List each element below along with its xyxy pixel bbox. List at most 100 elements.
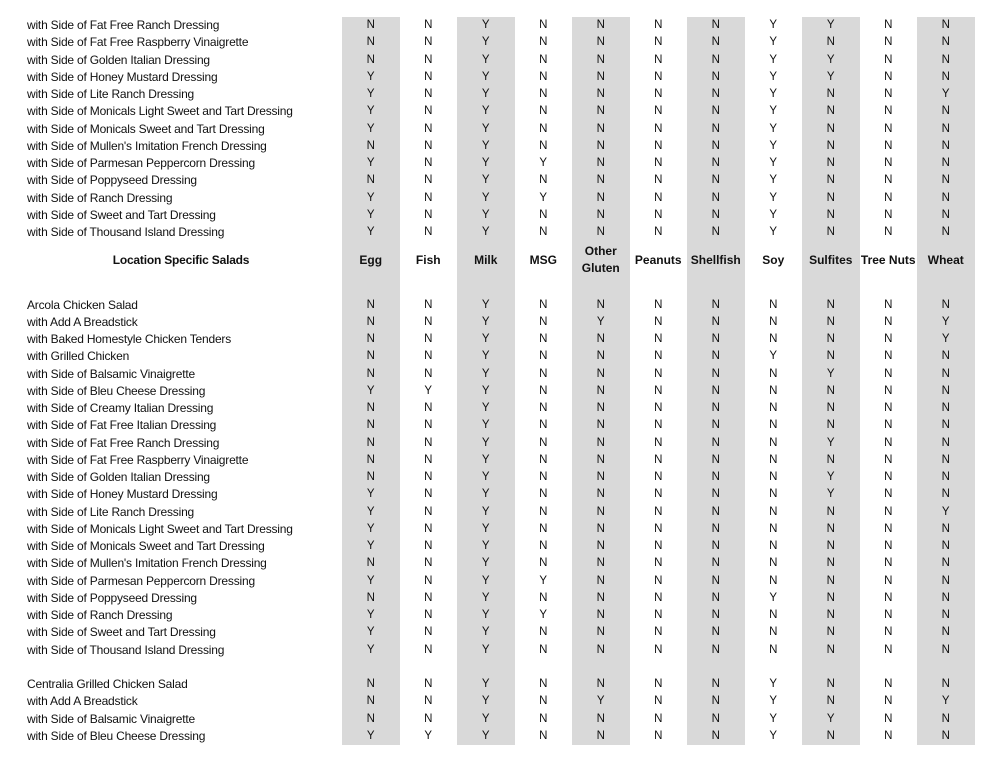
allergen-value: Y bbox=[457, 451, 515, 469]
item-name: with Side of Sweet and Tart Dressing bbox=[27, 625, 216, 640]
allergen-value: Y bbox=[457, 641, 515, 659]
allergen-value: Y bbox=[342, 120, 400, 138]
allergen-value: N bbox=[539, 53, 548, 66]
allergen-value: N bbox=[917, 520, 975, 538]
allergen-value: N bbox=[654, 70, 663, 83]
allergen-value: N bbox=[687, 206, 745, 224]
blank-cell bbox=[802, 279, 860, 297]
allergen-value: N bbox=[884, 333, 893, 345]
blank-cell bbox=[457, 279, 515, 297]
allergen-value: N bbox=[654, 298, 663, 311]
blank-cell bbox=[457, 658, 515, 676]
allergen-value: N bbox=[802, 86, 860, 104]
allergen-value: Y bbox=[457, 382, 515, 400]
allergen-value: N bbox=[802, 503, 860, 521]
allergen-value: N bbox=[654, 19, 663, 31]
allergen-value: N bbox=[769, 367, 778, 380]
allergen-value: Y bbox=[342, 538, 400, 556]
allergen-value: N bbox=[687, 103, 745, 121]
allergen-value: N bbox=[342, 296, 400, 314]
allergen-value: Y bbox=[802, 17, 860, 35]
column-header: Peanuts bbox=[634, 252, 682, 267]
table-row: with Side of Balsamic Vinaigrette N N Y N N N N… bbox=[20, 365, 975, 383]
allergen-value: N bbox=[572, 641, 630, 659]
allergen-value: N bbox=[687, 641, 745, 659]
allergen-value: N bbox=[884, 488, 893, 501]
allergen-value: N bbox=[884, 350, 893, 363]
allergen-value: N bbox=[572, 572, 630, 590]
allergen-value: N bbox=[342, 693, 400, 711]
allergen-value: N bbox=[572, 417, 630, 435]
allergen-value: N bbox=[654, 139, 663, 152]
allergen-value: Y bbox=[457, 224, 515, 242]
allergen-value: N bbox=[424, 191, 433, 204]
item-name: with Side of Fat Free Raspberry Vinaigre… bbox=[27, 452, 249, 467]
allergen-value: N bbox=[654, 174, 663, 187]
allergen-value: Y bbox=[802, 51, 860, 69]
allergen-value: N bbox=[342, 417, 400, 435]
allergen-value: Y bbox=[769, 53, 778, 66]
allergen-value: N bbox=[539, 139, 548, 152]
allergen-value: N bbox=[802, 206, 860, 224]
item-name: with Side of Creamy Italian Dressing bbox=[27, 401, 214, 415]
allergen-value: Y bbox=[769, 105, 778, 118]
allergen-value: N bbox=[539, 436, 548, 449]
column-header: Wheat bbox=[917, 241, 975, 280]
allergen-value: Y bbox=[342, 189, 400, 207]
blank-cell bbox=[515, 279, 573, 296]
allergen-value: Y bbox=[457, 400, 515, 418]
allergen-value: N bbox=[917, 607, 975, 625]
allergen-value: N bbox=[769, 643, 778, 656]
allergen-value: N bbox=[572, 382, 630, 400]
allergen-table: with Side of Fat Free Ranch Dressing N N Y N… bbox=[20, 17, 975, 745]
allergen-value: Y bbox=[802, 434, 860, 452]
item-name: with Side of Fat Free Ranch Dressing bbox=[27, 18, 220, 32]
allergen-value: Y bbox=[769, 191, 778, 204]
allergen-value: N bbox=[687, 589, 745, 607]
allergen-value: N bbox=[654, 540, 663, 552]
allergen-value: N bbox=[424, 678, 433, 690]
allergen-value: N bbox=[539, 367, 548, 380]
allergen-value: N bbox=[539, 36, 548, 49]
allergen-value: N bbox=[802, 103, 860, 121]
blank-cell bbox=[860, 659, 918, 676]
allergen-value: N bbox=[687, 607, 745, 625]
item-name: with Side of Monicals Sweet and Tart Dre… bbox=[27, 539, 265, 553]
allergen-value: N bbox=[687, 486, 745, 504]
allergen-value: N bbox=[802, 120, 860, 138]
allergen-value: N bbox=[654, 36, 663, 49]
column-header: Other Gluten bbox=[572, 241, 630, 280]
allergen-value: Y bbox=[457, 313, 515, 331]
allergen-value: N bbox=[687, 469, 745, 487]
allergen-value: Y bbox=[457, 727, 515, 745]
table-row: Centralia Grilled Chicken Salad N N Y N N N N Y N… bbox=[20, 676, 975, 694]
item-name: with Side of Honey Mustard Dressing bbox=[27, 487, 218, 502]
allergen-value: Y bbox=[457, 538, 515, 556]
allergen-value: Y bbox=[769, 157, 778, 169]
allergen-value: N bbox=[687, 155, 745, 173]
allergen-value: Y bbox=[457, 589, 515, 607]
allergen-value: Y bbox=[342, 503, 400, 521]
allergen-value: N bbox=[884, 298, 893, 311]
allergen-value: Y bbox=[769, 139, 778, 152]
allergen-value: N bbox=[802, 727, 860, 745]
allergen-value: N bbox=[802, 348, 860, 366]
allergen-value: Y bbox=[769, 678, 778, 690]
allergen-value: N bbox=[342, 555, 400, 573]
allergen-value: N bbox=[424, 505, 433, 518]
allergen-value: Y bbox=[342, 641, 400, 659]
allergen-value: N bbox=[917, 641, 975, 659]
item-name: with Side of Golden Italian Dressing bbox=[27, 470, 210, 484]
allergen-value: N bbox=[654, 419, 663, 432]
allergen-value: Y bbox=[802, 365, 860, 383]
allergen-value: N bbox=[917, 400, 975, 418]
allergen-value: Y bbox=[769, 591, 778, 604]
allergen-value: N bbox=[802, 224, 860, 242]
allergen-value: N bbox=[342, 451, 400, 469]
allergen-value: N bbox=[687, 189, 745, 207]
table-row: with Side of Balsamic Vinaigrette N N Y N N N N… bbox=[20, 710, 975, 728]
allergen-value: N bbox=[802, 555, 860, 573]
allergen-value: N bbox=[424, 488, 433, 501]
allergen-value: N bbox=[539, 298, 548, 311]
item-name: with Side of Fat Free Raspberry Vinaigre… bbox=[27, 35, 249, 50]
